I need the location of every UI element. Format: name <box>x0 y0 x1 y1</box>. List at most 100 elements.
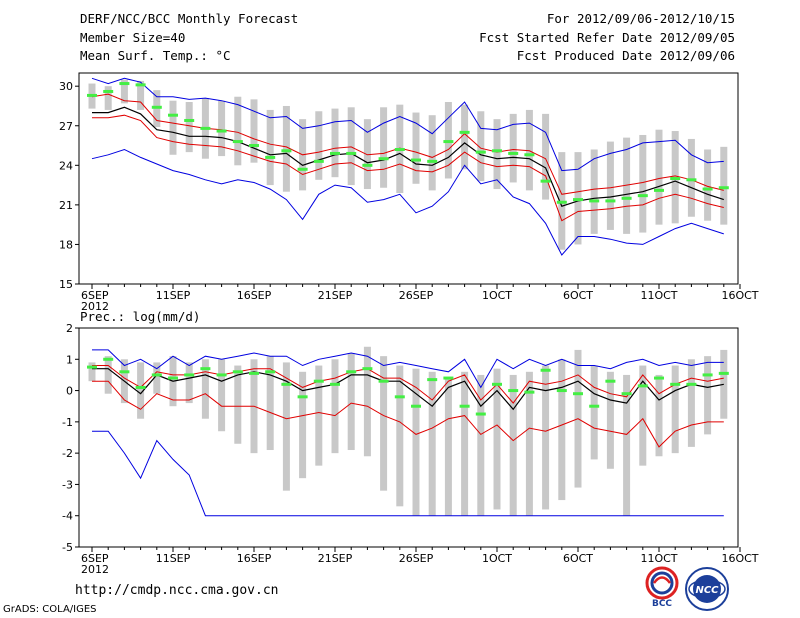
series-line-upper <box>91 93 724 195</box>
series-line-mean <box>92 368 724 411</box>
y-tick-label: 15 <box>59 278 73 291</box>
obs-marker <box>492 382 502 386</box>
obs-marker <box>346 370 357 374</box>
obs-marker <box>654 376 664 380</box>
obs-marker <box>686 382 697 386</box>
spread-box <box>525 371 533 516</box>
y-tick-label: 21 <box>59 199 73 212</box>
obs-marker <box>686 178 697 182</box>
obs-marker <box>589 404 600 408</box>
spread-box <box>542 365 550 510</box>
obs-marker <box>313 379 324 383</box>
obs-marker <box>168 113 178 117</box>
x-tick-label: 6OCT <box>563 289 593 302</box>
spread-box <box>428 115 436 191</box>
spread-box <box>396 365 404 507</box>
spread-box <box>380 107 388 188</box>
obs-marker <box>556 389 567 393</box>
spread-box <box>444 378 452 516</box>
spread-box <box>428 371 436 516</box>
obs-marker <box>184 118 195 122</box>
header-produced-date: Fcst Produced Date 2012/09/06 <box>516 48 735 63</box>
header-start-date: Fcst Started Refer Date 2012/09/05 <box>479 30 735 45</box>
y-tick-label: -1 <box>62 416 73 429</box>
obs-marker <box>670 382 681 386</box>
series-line-upper <box>92 365 724 404</box>
obs-marker <box>216 129 227 133</box>
spread-box <box>266 109 274 186</box>
obs-marker <box>702 187 713 191</box>
spread-box <box>234 365 242 444</box>
spread-box <box>299 371 307 479</box>
spread-box <box>218 100 226 157</box>
ncc-logo-text: NCC <box>695 585 719 596</box>
obs-marker <box>475 150 486 154</box>
spread-box <box>509 374 517 516</box>
spread-box <box>88 362 96 382</box>
obs-marker <box>524 390 535 394</box>
spread-box <box>331 359 339 454</box>
x-tick-year: 2012 <box>81 300 109 313</box>
spread-box <box>525 109 533 191</box>
y-tick-label: 0 <box>66 385 73 398</box>
spread-box <box>509 113 517 183</box>
spread-box <box>606 371 614 469</box>
spread-box <box>250 99 258 163</box>
spread-box <box>363 346 371 457</box>
series-line-min <box>91 148 724 256</box>
x-tick-label: 26SEP <box>399 289 434 302</box>
obs-marker <box>654 188 664 192</box>
x-tick-label: 11SEP <box>156 289 191 302</box>
spread-box <box>137 362 145 419</box>
obs-marker <box>119 370 130 374</box>
obs-marker <box>492 149 502 153</box>
spread-box <box>493 368 501 510</box>
y-tick-label: 2 <box>66 322 73 335</box>
spread-box <box>623 374 631 516</box>
spread-box <box>266 356 274 451</box>
obs-marker <box>297 167 308 171</box>
obs-marker <box>589 199 600 203</box>
obs-marker <box>200 126 211 130</box>
spread-box <box>282 105 290 192</box>
obs-marker <box>265 155 276 159</box>
x-tick-label: 11OCT <box>640 552 677 565</box>
x-tick-label: 11OCT <box>640 289 677 302</box>
obs-marker <box>459 130 470 134</box>
obs-marker <box>508 389 519 393</box>
obs-marker <box>281 382 292 386</box>
obs-marker <box>103 357 114 361</box>
obs-marker <box>378 157 389 161</box>
bcc-logo-text: BCC <box>652 599 672 608</box>
y-tick-label: 27 <box>59 120 73 133</box>
obs-marker <box>200 367 211 371</box>
obs-marker <box>168 376 178 380</box>
obs-marker <box>362 367 373 371</box>
x-tick-label: 21SEP <box>318 289 353 302</box>
spread-box <box>461 104 469 170</box>
x-tick-label: 1OCT <box>482 552 512 565</box>
x-tick-label: 16SEP <box>237 289 272 302</box>
spread-box <box>153 362 161 394</box>
y-tick-label: -3 <box>62 478 73 491</box>
y-tick-label: 24 <box>59 159 73 172</box>
obs-marker <box>265 370 276 374</box>
x-tick-label: 16OCT <box>721 289 758 302</box>
x-tick-year: 2012 <box>81 563 109 576</box>
spread-box <box>477 111 485 182</box>
y-tick-label: 1 <box>66 353 73 366</box>
obs-marker <box>427 378 438 382</box>
obs-marker <box>135 83 146 87</box>
plot-frame <box>78 327 739 548</box>
obs-marker <box>459 404 470 408</box>
footer-url[interactable]: http://cmdp.ncc.cma.gov.cn <box>75 583 279 598</box>
x-tick-label: 21SEP <box>318 552 353 565</box>
spread-box <box>315 111 323 180</box>
spread-box <box>493 119 501 190</box>
obs-marker <box>135 385 146 389</box>
spread-box <box>185 362 193 404</box>
obs-marker <box>313 159 324 163</box>
spread-box <box>315 365 323 466</box>
spread-box <box>104 356 112 394</box>
obs-marker <box>119 82 130 86</box>
